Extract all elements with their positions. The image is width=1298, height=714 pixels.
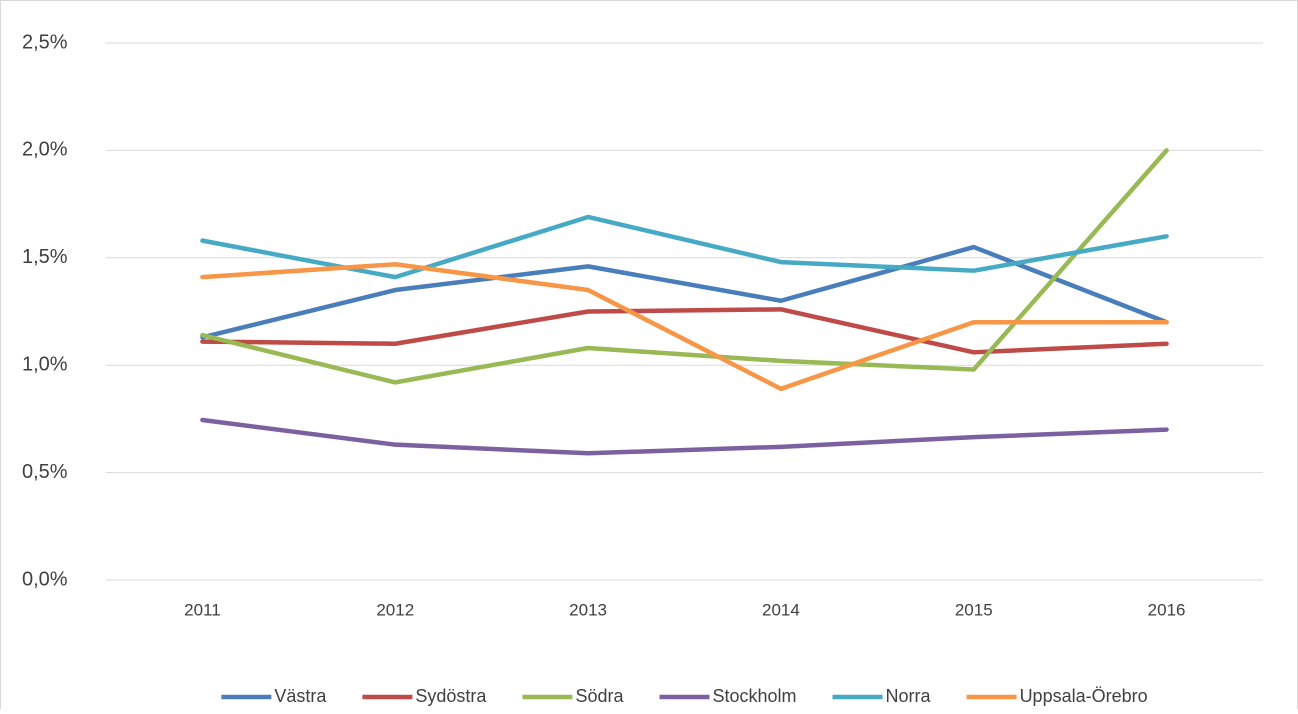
legend-label: Stockholm — [713, 686, 797, 706]
x-tick-label: 2014 — [762, 600, 800, 619]
series-line — [200, 214, 1169, 280]
legend-label: Södra — [575, 686, 624, 706]
y-tick-label: 0,5% — [22, 461, 68, 483]
series-line — [200, 244, 1169, 340]
legend-label: Norra — [886, 686, 932, 706]
x-tick-label: 2015 — [955, 600, 993, 619]
series-line — [200, 307, 1169, 355]
y-tick-label: 1,0% — [22, 353, 68, 375]
x-tick-label: 2013 — [569, 600, 607, 619]
x-tick-label: 2011 — [184, 600, 221, 619]
series-line — [200, 148, 1169, 385]
y-tick-label: 2,0% — [22, 139, 68, 161]
legend-label: Sydöstra — [415, 686, 487, 706]
legend: Västra Sydöstra Södra Stockholm Norra Uppsala… — [221, 686, 1148, 706]
series-line — [200, 417, 1169, 456]
y-tick-label: 1,5% — [22, 246, 68, 268]
legend-label: Uppsala-Örebro — [1020, 686, 1148, 706]
x-tick-label: 2012 — [376, 600, 414, 619]
series-line — [200, 261, 1169, 392]
x-tick-label: 2016 — [1148, 600, 1186, 619]
legend-label: Västra — [274, 686, 327, 706]
y-tick-label: 2,5% — [22, 31, 68, 53]
y-tick-label: 0,0% — [22, 568, 68, 590]
